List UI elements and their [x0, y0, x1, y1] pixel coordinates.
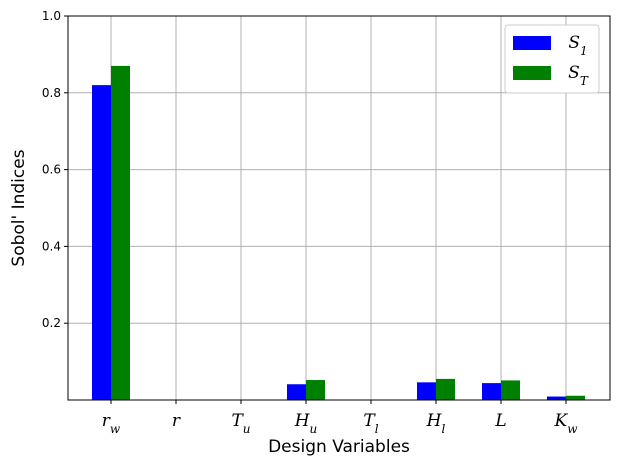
bar-S1: [417, 382, 436, 400]
x-axis-title: Design Variables: [268, 437, 410, 457]
legend-label-subscript: 1: [580, 44, 588, 58]
x-tick-label: rw: [102, 411, 121, 436]
bar-S1: [287, 384, 306, 400]
legend-label-base: S: [568, 33, 580, 53]
bar-S1: [482, 383, 501, 400]
x-axis-ticks: rw r Tu Hu Tl Hl L Kw: [102, 400, 578, 436]
y-axis-title: Sobol' Indices: [9, 149, 29, 266]
x-tick-label-base: H: [294, 411, 311, 431]
bar-S1: [547, 396, 566, 400]
legend-label-base: S: [568, 63, 580, 83]
x-tick-label-base: H: [426, 411, 443, 431]
bar-ST: [566, 395, 585, 400]
x-tick-label-subscript: u: [310, 422, 318, 436]
legend-swatch: [513, 36, 551, 50]
bar-ST: [501, 380, 520, 400]
x-tick-label-base: K: [554, 411, 569, 431]
bar-ST: [436, 378, 455, 400]
legend-label: S1: [568, 33, 587, 58]
y-tick-label: 0.4: [42, 239, 61, 253]
x-tick-label-base: L: [494, 411, 506, 431]
x-tick-label-base: T: [363, 411, 376, 431]
x-tick-label: Tl: [363, 411, 378, 436]
plot-frame: [67, 15, 611, 401]
x-tick-label: L: [494, 411, 506, 431]
x-tick-label-base: r: [102, 411, 111, 431]
x-tick-label-base: T: [231, 411, 244, 431]
x-tick-label: Hu: [294, 411, 318, 436]
legend-swatch: [513, 66, 551, 80]
legend-label: ST: [568, 63, 589, 88]
bar-ST: [306, 380, 325, 400]
x-tick-label-subscript: u: [243, 422, 251, 436]
grid-lines: [68, 15, 610, 400]
y-tick-label: 0.6: [42, 163, 61, 177]
x-tick-label: Kw: [554, 411, 579, 436]
x-tick-label-subscript: l: [375, 422, 379, 436]
x-tick-label-subscript: w: [110, 422, 121, 436]
x-tick-label-subscript: l: [441, 422, 445, 436]
y-axis-ticks: 0.2 0.4 0.6 0.8 1.0: [42, 9, 68, 330]
x-tick-label: Hl: [426, 411, 446, 436]
bars: [92, 65, 585, 401]
y-tick-label: 0.8: [42, 86, 61, 100]
x-tick-label-base: r: [172, 411, 181, 431]
x-tick-label-subscript: w: [567, 422, 578, 436]
y-tick-label: 0.2: [42, 316, 61, 330]
legend-label-subscript: T: [580, 74, 589, 88]
x-tick-label: Tu: [231, 411, 250, 436]
y-tick-label: 1.0: [42, 9, 61, 23]
x-tick-label: r: [172, 411, 181, 431]
bar-S1: [92, 85, 111, 401]
bar-ST: [111, 65, 130, 401]
